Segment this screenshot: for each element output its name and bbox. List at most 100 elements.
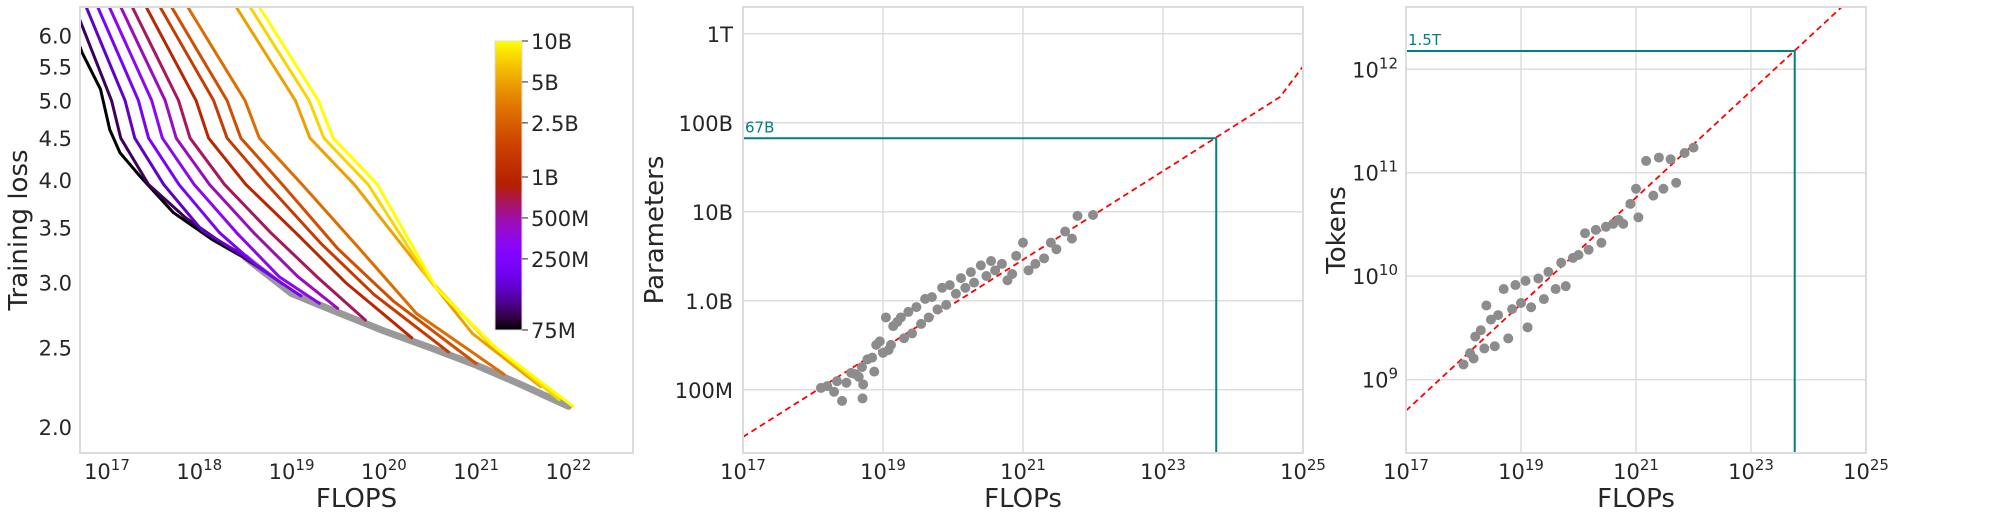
scatter-point [950, 288, 961, 299]
x-tick-label: 1017 [1383, 456, 1429, 484]
scatter-point [941, 299, 952, 310]
y-tick-base: 10 [1352, 58, 1379, 82]
x-tick-label: 1025 [1280, 456, 1326, 484]
y-tick-label: 1T [707, 23, 733, 47]
y-tick-label: 3.0 [39, 272, 72, 296]
y-tick-label: 4.5 [39, 127, 72, 151]
scatter-point [837, 395, 848, 406]
plot-area [1406, 7, 1844, 453]
colorbar-tick-label: 2.5B [531, 112, 579, 136]
x-tick-exponent: 21 [480, 456, 499, 474]
loss-curve [130, 7, 367, 322]
scatter-point [880, 312, 891, 323]
x-tick-exponent: 19 [295, 456, 314, 474]
colorbar [494, 40, 523, 331]
scatter-point [1493, 310, 1504, 321]
plot-area [80, 7, 575, 410]
scatter-point [1479, 343, 1490, 354]
scatter-point [1007, 269, 1018, 280]
scatter-point [990, 265, 1001, 276]
scatter-point [853, 371, 864, 382]
scatter-point [916, 318, 927, 329]
scatter-point [981, 270, 992, 281]
scatter-point [856, 362, 867, 373]
scatter-point [1580, 228, 1591, 239]
scatter-point [969, 277, 980, 288]
x-tick-exponent: 23 [1755, 456, 1774, 474]
scatter-point [1526, 302, 1537, 313]
scatter-point [1072, 210, 1083, 221]
x-tick-base: 10 [546, 460, 573, 484]
scatter-point [903, 306, 914, 317]
x-tick-exponent: 17 [1410, 456, 1429, 474]
scatter-point [1475, 325, 1486, 336]
x-tick-exponent: 21 [1640, 456, 1659, 474]
scatter-point [1533, 273, 1544, 284]
x-tick-base: 10 [1843, 460, 1870, 484]
scatter-point [1066, 233, 1077, 244]
x-tick-label: 1023 [1140, 456, 1186, 484]
x-tick-label: 1019 [860, 456, 906, 484]
scatter-point [1030, 258, 1041, 269]
colorbar-tick-label: 10B [531, 30, 572, 54]
annotation-label: 67B [745, 118, 774, 136]
colorbar-tick-label: 1B [531, 166, 559, 190]
colorbar-tick-label: 5B [531, 71, 559, 95]
scatter-point [907, 328, 918, 339]
scatter-point [1658, 183, 1669, 194]
scatter-point [955, 273, 966, 284]
x-tick-base: 10 [720, 460, 747, 484]
scatter-point [1520, 275, 1531, 286]
scatter-point [1679, 148, 1690, 159]
x-tick-base: 10 [1140, 460, 1167, 484]
scatter-point [1051, 244, 1062, 255]
scatter-point [986, 256, 997, 267]
x-tick-label: 1019 [1498, 456, 1544, 484]
loss-curve [144, 7, 414, 340]
y-tick-label: 10B [692, 201, 733, 225]
scatter-point [1648, 190, 1659, 201]
x-tick-base: 10 [1728, 460, 1755, 484]
x-tick-label: 1020 [361, 456, 407, 484]
x-tick-label: 1017 [720, 456, 766, 484]
scatter-point [926, 292, 937, 303]
loss-curve [234, 7, 543, 389]
x-tick-exponent: 23 [1167, 456, 1186, 474]
scatter-point [1550, 284, 1561, 295]
scatter-point [1538, 294, 1549, 305]
plot-area [743, 65, 1303, 453]
y-tick-label: 1011 [1352, 158, 1398, 186]
scatter-point [944, 280, 955, 291]
scatter-point [1039, 253, 1050, 264]
scatter-point [1489, 341, 1500, 352]
x-tick-base: 10 [860, 460, 887, 484]
colorbar-tick-label: 75M [531, 319, 576, 343]
x-tick-label: 1023 [1728, 456, 1774, 484]
y-tick-label: 1012 [1352, 54, 1398, 82]
axes-frame [742, 6, 1304, 454]
fit-line [1406, 7, 1844, 412]
y-axis-label: Parameters [640, 156, 670, 305]
x-tick-exponent: 17 [747, 456, 766, 474]
scatter-point [895, 312, 906, 323]
x-tick-label: 1022 [546, 456, 592, 484]
x-tick-exponent: 25 [1307, 456, 1326, 474]
x-tick-label: 1021 [1000, 456, 1046, 484]
y-tick-label: 100M [675, 379, 733, 403]
loss-curve [107, 7, 321, 305]
y-tick-base: 10 [1352, 265, 1379, 289]
scatter-point [937, 282, 948, 293]
scatter-point [996, 258, 1007, 269]
scatter-point [874, 336, 885, 347]
scatter-point [932, 304, 943, 315]
scatter-point [1516, 297, 1526, 308]
scatter-point [975, 260, 986, 271]
y-tick-label: 2.5 [39, 337, 72, 361]
scatter-point [1458, 359, 1469, 370]
x-tick-base: 10 [1498, 460, 1525, 484]
scatter-point [923, 312, 934, 323]
axes-frame [1405, 6, 1867, 454]
scatter-point [858, 379, 869, 390]
